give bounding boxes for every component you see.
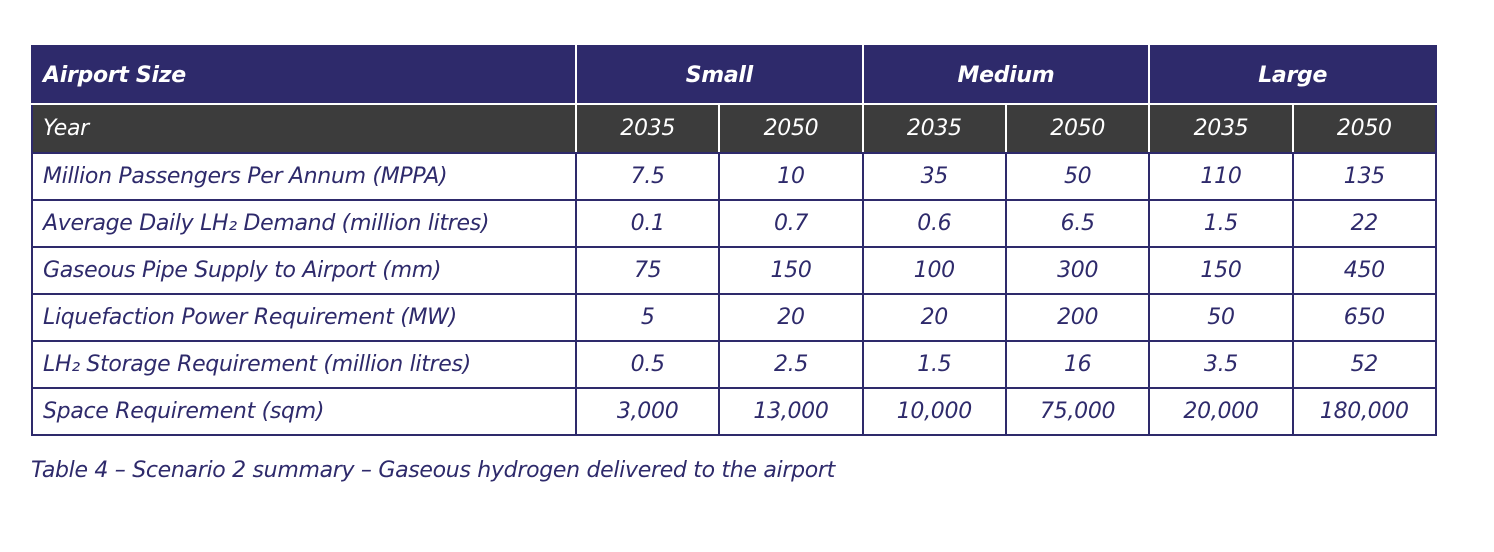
cell: 200 (1004, 293, 1151, 342)
cell: 22 (1291, 199, 1438, 248)
cell: 6.5 (1004, 199, 1151, 248)
cell: 16 (1004, 340, 1151, 389)
cell: 75,000 (1004, 387, 1151, 436)
cell: 20 (861, 293, 1007, 342)
cell: 3,000 (574, 387, 721, 436)
caption: Table 4 – Scenario 2 summary – Gaseous h… (31, 458, 836, 483)
cell: 2.5 (718, 340, 864, 389)
cell: 10,000 (861, 387, 1007, 436)
subheader-cell: Year (31, 103, 577, 154)
cell: 5 (574, 293, 721, 342)
cell: 3.5 (1148, 340, 1294, 389)
cell: 0.1 (574, 199, 721, 248)
cell: 13,000 (718, 387, 864, 436)
row-label: LH₂ Storage Requirement (million litres) (31, 340, 577, 389)
header-row: Airport Size Small Medium Large (31, 45, 1437, 105)
row-label: Million Passengers Per Annum (MPPA) (31, 152, 577, 201)
cell: 50 (1004, 152, 1151, 201)
table-body: Airport Size Small Medium Large Year 2035 2050… (31, 45, 1438, 436)
data-row: Space Requirement (sqm) 3,000 13,000 10,000… (31, 387, 1438, 436)
header-cell: Large (1148, 45, 1437, 105)
data-row: LH₂ Storage Requirement (million litres)… (31, 340, 1438, 389)
cell: 10 (718, 152, 864, 201)
cell: 7.5 (574, 152, 721, 201)
header-cell: Airport Size (31, 45, 577, 105)
header-cell: Small (575, 45, 864, 105)
cell: 20 (718, 293, 864, 342)
header-cell: Medium (861, 45, 1151, 105)
cell: 150 (1148, 246, 1294, 295)
data-row: Gaseous Pipe Supply to Airport (mm) 75 150… (31, 246, 1438, 295)
cell: 650 (1291, 293, 1438, 342)
data-row: Million Passengers Per Annum (MPPA) 7.5 10… (31, 152, 1438, 201)
cell: 1.5 (1148, 199, 1294, 248)
cell: 135 (1291, 152, 1438, 201)
data-row: Average Daily LH₂ Demand (million litres… (31, 199, 1438, 248)
cell: 20,000 (1148, 387, 1294, 436)
cell: 0.6 (861, 199, 1007, 248)
data-row: Liquefaction Power Requirement (MW) 5 20 20… (31, 293, 1438, 342)
row-label: Space Requirement (sqm) (31, 387, 577, 436)
cell: 52 (1291, 340, 1438, 389)
cell: 50 (1148, 293, 1294, 342)
cell: 0.7 (718, 199, 864, 248)
subheader-cell: 2050 (1291, 103, 1438, 154)
cell: 0.5 (574, 340, 721, 389)
subheader-cell: 2035 (861, 103, 1007, 154)
cell: 180,000 (1291, 387, 1438, 436)
row-label: Liquefaction Power Requirement (MW) (31, 293, 577, 342)
cell: 1.5 (861, 340, 1007, 389)
cell: 35 (861, 152, 1007, 201)
cell: 110 (1148, 152, 1294, 201)
row-label: Average Daily LH₂ Demand (million litres… (31, 199, 577, 248)
cell: 300 (1004, 246, 1151, 295)
subheader-cell: 2050 (1004, 103, 1151, 154)
subheader-cell: 2035 (574, 103, 721, 154)
cell: 100 (861, 246, 1007, 295)
cell: 75 (574, 246, 721, 295)
subheader-cell: 2035 (1148, 103, 1294, 154)
cell: 450 (1291, 246, 1438, 295)
subheader-row: Year 2035 2050 2035 2050 2035 2050 (31, 103, 1438, 154)
row-label: Gaseous Pipe Supply to Airport (mm) (31, 246, 577, 295)
cell: 150 (718, 246, 864, 295)
summary-table: Airport Size Small Medium Large Year 2035 2050… (31, 45, 1438, 436)
subheader-cell: 2050 (718, 103, 864, 154)
